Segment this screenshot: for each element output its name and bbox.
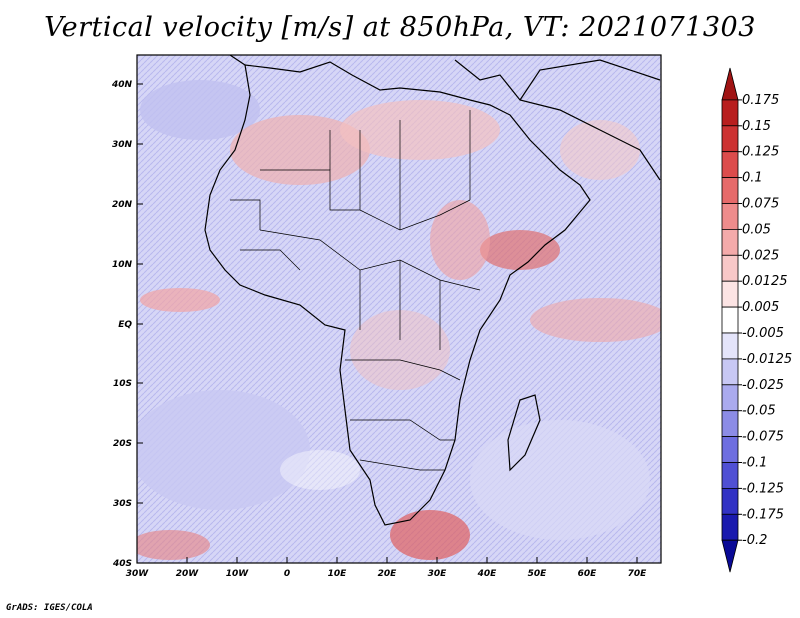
colorbar-label: -0.025 <box>742 378 784 393</box>
colorbar-label: 0.175 <box>742 93 779 108</box>
colorbar-swatch <box>721 306 739 334</box>
colorbar-swatch <box>721 125 739 153</box>
colorbar-label: 0.05 <box>742 222 771 237</box>
colorbar-swatch <box>721 332 739 360</box>
colorbar-swatch <box>721 436 739 463</box>
lat-tick-label: 30S <box>113 499 132 509</box>
colorbar-label: -0.005 <box>742 326 784 341</box>
lon-tick-label: 20E <box>378 569 398 579</box>
colorbar-swatch <box>721 254 739 282</box>
colorbar-label: -0.2 <box>742 533 767 548</box>
colorbar-swatch <box>721 384 739 412</box>
lon-tick-label: 50E <box>528 569 548 579</box>
colorbar-swatch <box>721 99 739 127</box>
lat-tick-label: 20N <box>112 200 133 210</box>
colorbar-label: -0.05 <box>742 404 776 419</box>
colorbar-swatch <box>721 228 739 256</box>
lat-tick-label: 10N <box>112 260 133 270</box>
colorbar-label: 0.0125 <box>742 274 788 289</box>
lon-tick-label: 30E <box>428 569 448 579</box>
colorbar: 0.175 0.15 0.125 0.1 0.075 0.05 0.025 0.0125 0.0… <box>721 67 792 573</box>
lat-tick-label: 40S <box>112 559 132 569</box>
lon-tick-label: 60E <box>578 569 598 579</box>
colorbar-label: -0.125 <box>742 481 784 496</box>
lat-tick-label: EQ <box>118 320 132 330</box>
lat-tick-label: 30N <box>112 140 133 150</box>
colorbar-swatch <box>721 513 739 541</box>
lon-tick-label: 10E <box>328 569 348 579</box>
lat-tick-label: 10S <box>113 379 132 389</box>
map-frame <box>136 54 662 564</box>
colorbar-label: -0.175 <box>742 507 784 522</box>
lon-tick-label: 10W <box>226 569 250 579</box>
lat-tick-label: 40N <box>111 80 133 90</box>
colorbar-swatch <box>721 358 739 386</box>
latitude-axis: 40N 30N 20N 10N EQ 10S 20S 30S 40S <box>111 80 143 569</box>
lon-tick-label: 20W <box>176 569 200 579</box>
colorbar-label: 0.025 <box>742 248 779 263</box>
colorbar-label: 0.005 <box>742 300 779 315</box>
footer-credit: GrADS: IGES/COLA <box>6 603 93 613</box>
colorbar-swatch <box>721 203 739 230</box>
colorbar-swatch <box>721 177 739 204</box>
colorbar-label: -0.0125 <box>742 352 792 367</box>
colorbar-swatch <box>721 67 739 101</box>
chart-title: Vertical velocity [m/s] at 850hPa, VT: 2… <box>44 12 756 43</box>
colorbar-swatch <box>721 462 739 489</box>
colorbar-swatch <box>721 151 739 178</box>
vertical-velocity-field <box>137 55 661 563</box>
colorbar-label: -0.075 <box>742 430 784 445</box>
lon-tick-label: 70E <box>628 569 648 579</box>
lon-tick-label: 40E <box>477 569 498 579</box>
colorbar-label: 0.075 <box>742 197 779 212</box>
colorbar-swatch <box>721 539 739 573</box>
colorbar-swatch <box>721 410 739 438</box>
colorbar-label: 0.125 <box>742 145 779 160</box>
colorbar-label: 0.1 <box>742 171 763 186</box>
lat-tick-label: 20S <box>113 439 132 449</box>
lon-tick-label: 0 <box>284 569 290 579</box>
country-borders <box>230 110 481 471</box>
colorbar-label: -0.1 <box>742 456 767 471</box>
colorbar-label: 0.15 <box>742 119 771 134</box>
colorbar-swatch <box>721 487 739 515</box>
longitude-axis: 30W 20W 10W 0 10E 20E 30E 40E 50E 60E 70… <box>126 557 647 579</box>
lon-tick-label: 30W <box>126 569 150 579</box>
colorbar-swatch <box>721 280 739 308</box>
